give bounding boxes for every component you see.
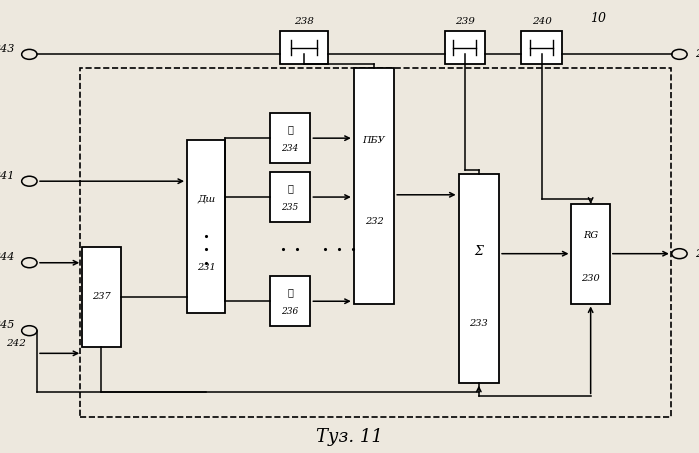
Text: Ⰳ: Ⰳ bbox=[287, 184, 293, 193]
Text: Τуз. 11: Τуз. 11 bbox=[316, 428, 383, 446]
Bar bbox=[82, 247, 120, 347]
Bar bbox=[572, 204, 610, 304]
Text: 242: 242 bbox=[6, 339, 26, 348]
Text: Ⰳ: Ⰳ bbox=[287, 125, 293, 135]
Text: Σ: Σ bbox=[475, 245, 483, 258]
Text: 247: 247 bbox=[695, 249, 699, 259]
Text: 248: 248 bbox=[695, 49, 699, 59]
Text: 239: 239 bbox=[455, 17, 475, 26]
Text: 244: 244 bbox=[0, 252, 14, 262]
Text: 235: 235 bbox=[282, 202, 298, 212]
Text: 241: 241 bbox=[0, 171, 14, 181]
Bar bbox=[270, 276, 310, 326]
Bar bbox=[521, 31, 562, 64]
Text: 10: 10 bbox=[590, 12, 605, 24]
Bar bbox=[459, 174, 499, 383]
Text: 237: 237 bbox=[92, 292, 110, 301]
Bar bbox=[80, 68, 671, 417]
Text: Дш: Дш bbox=[197, 195, 215, 204]
Bar bbox=[270, 113, 310, 163]
Text: ПБУ: ПБУ bbox=[363, 136, 385, 145]
Text: RG: RG bbox=[583, 231, 598, 240]
Text: 243: 243 bbox=[0, 44, 14, 54]
Text: 230: 230 bbox=[582, 274, 600, 283]
Text: Ⰳ: Ⰳ bbox=[287, 289, 293, 298]
Bar bbox=[187, 140, 225, 313]
Text: 236: 236 bbox=[282, 307, 298, 316]
Text: 233: 233 bbox=[470, 319, 488, 328]
Text: 238: 238 bbox=[294, 17, 314, 26]
Text: 231: 231 bbox=[197, 263, 215, 272]
Bar bbox=[280, 31, 328, 64]
Bar bbox=[270, 172, 310, 222]
Bar bbox=[445, 31, 485, 64]
Text: 240: 240 bbox=[532, 17, 552, 26]
Text: 245: 245 bbox=[0, 320, 14, 330]
Bar bbox=[354, 68, 394, 304]
Text: 232: 232 bbox=[365, 217, 383, 226]
Text: 234: 234 bbox=[282, 144, 298, 153]
